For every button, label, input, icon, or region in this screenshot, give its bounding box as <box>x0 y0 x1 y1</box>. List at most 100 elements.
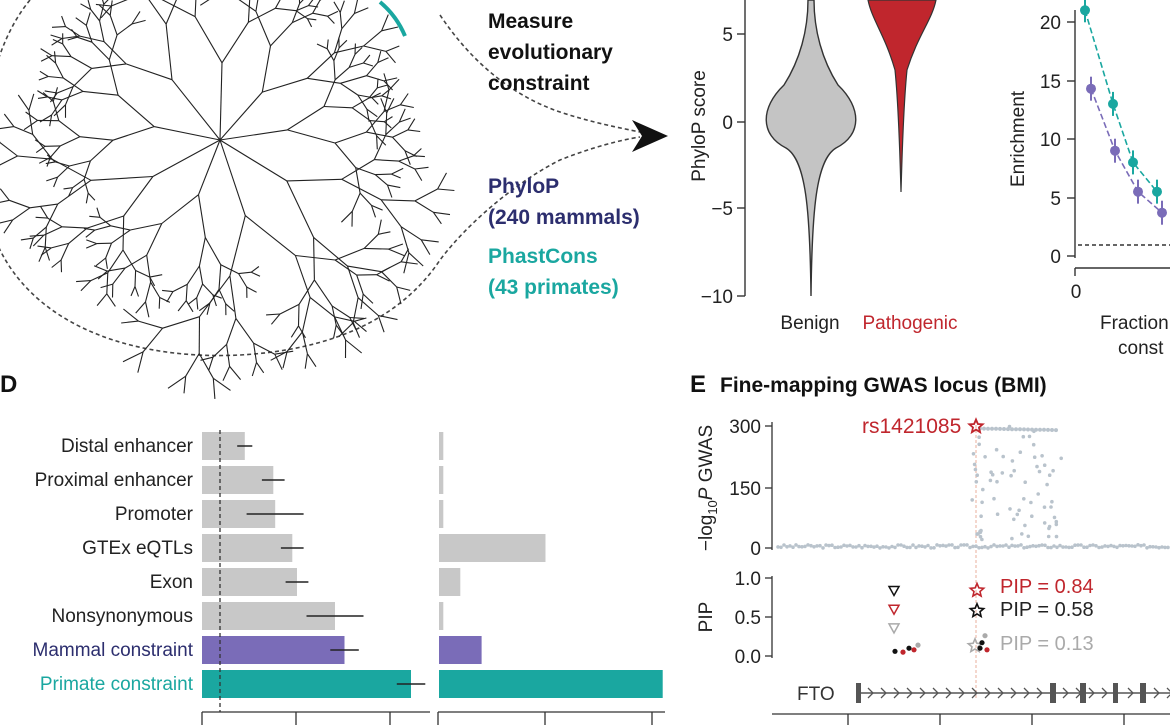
tree-branch <box>251 271 261 277</box>
gwas-point <box>779 545 783 550</box>
tree-branch <box>83 179 89 194</box>
tree-branch <box>197 194 206 238</box>
tree-branch <box>414 188 438 202</box>
tree-branch <box>130 286 136 297</box>
tree-branch <box>226 344 231 367</box>
gwas-point <box>908 545 912 550</box>
tree-branch <box>68 227 88 244</box>
tree-branch <box>91 41 110 61</box>
gwas-point <box>1004 543 1008 547</box>
gwas-point <box>1014 427 1018 432</box>
gwas-point <box>845 544 849 548</box>
tree-branch <box>35 145 46 154</box>
gwas-point <box>1139 543 1143 548</box>
gwas-point <box>878 546 882 550</box>
gwas-point <box>1154 545 1158 549</box>
gwas-point <box>1097 545 1101 550</box>
gwas-point <box>1027 434 1032 439</box>
tree-branch <box>196 283 204 298</box>
tree-branch <box>85 25 93 43</box>
tree-branch <box>253 342 276 355</box>
tree-branch <box>53 104 66 117</box>
tree-branch <box>286 178 342 182</box>
gwas-point <box>890 544 894 549</box>
tree-branch <box>209 288 220 304</box>
enrichment-point <box>1080 5 1090 16</box>
panel-d-letter: D <box>0 371 17 398</box>
violin-y-label: PhyloP score <box>689 70 710 182</box>
gwas-point <box>956 545 960 550</box>
gwas-point <box>788 544 792 548</box>
tree-branch <box>135 270 151 278</box>
violin-ytick-0: 0 <box>722 113 733 134</box>
tree-branch <box>386 184 393 198</box>
gwas-point <box>851 545 855 549</box>
tree-branch <box>45 161 56 165</box>
tree-branch <box>212 343 227 358</box>
enrichment-ytick-5: 5 <box>1050 189 1061 210</box>
bar-label: Proximal enhancer <box>35 470 194 491</box>
gwas-point <box>1061 545 1065 549</box>
tree-branch <box>17 155 53 160</box>
enrichment-point <box>1133 186 1143 197</box>
tree-branch <box>48 75 64 79</box>
tree-branch <box>61 90 84 101</box>
tree-branch <box>50 34 63 40</box>
tree-branch <box>387 184 401 189</box>
gene-direction-arrow <box>1153 687 1160 699</box>
enrichment-point <box>1128 157 1138 168</box>
gwas-point <box>1067 545 1071 550</box>
tree-branch <box>295 254 336 261</box>
gene-direction-arrow <box>893 687 900 699</box>
gwas-point <box>821 546 825 550</box>
tree-branch <box>47 96 63 101</box>
phylogenetic-tree <box>0 0 455 399</box>
tree-branch <box>198 237 206 267</box>
tree-branch <box>414 168 423 181</box>
tree-branch <box>85 12 91 26</box>
tree-branch <box>432 211 442 225</box>
tree-branch <box>62 226 88 229</box>
gwas-point <box>1054 534 1059 539</box>
tree-branch <box>90 272 109 282</box>
tree-branch <box>313 237 315 280</box>
gwas-point <box>1054 519 1059 524</box>
gwas-point <box>1042 427 1046 432</box>
tree-branch <box>376 78 379 88</box>
gwas-point <box>971 544 975 549</box>
gwas-point <box>1091 543 1095 547</box>
tree-branch <box>194 0 197 17</box>
tree-branch <box>307 18 317 21</box>
enrichment-xtick-0: 0 <box>1071 282 1082 303</box>
tree-branch <box>91 63 127 69</box>
gwas-point <box>975 473 979 478</box>
gwas-point <box>1031 544 1035 548</box>
gene-direction-arrow <box>1010 687 1017 699</box>
tree-branch <box>72 68 93 87</box>
gwas-point <box>983 455 987 459</box>
gwas-point <box>1001 544 1005 548</box>
gwas-point <box>1145 546 1149 550</box>
tree-branch <box>349 316 365 319</box>
tree-branch <box>37 90 48 98</box>
bar-right <box>439 466 444 494</box>
gwas-point <box>830 543 834 547</box>
gwas-y-label-suffix: GWAS <box>696 425 717 488</box>
tree-branch <box>334 247 365 261</box>
tree-branch <box>290 325 299 338</box>
tree-branch <box>102 0 105 5</box>
tree-branch <box>124 254 147 269</box>
tree-branch <box>43 226 63 236</box>
tree-branch <box>80 3 91 10</box>
gene-direction-arrow <box>1075 687 1082 699</box>
gene-direction-arrow <box>945 687 952 699</box>
tree-branch <box>107 267 126 272</box>
tree-branch <box>326 39 329 49</box>
gwas-point <box>983 544 987 549</box>
tree-branch <box>159 297 171 303</box>
tree-branch <box>162 316 200 329</box>
gwas-point <box>1006 427 1010 432</box>
gwas-point <box>1103 544 1107 548</box>
enrichment-panel: 20 15 10 5 0 Enrichment 0 Fraction const <box>1008 0 1170 359</box>
gwas-point <box>1023 523 1027 528</box>
